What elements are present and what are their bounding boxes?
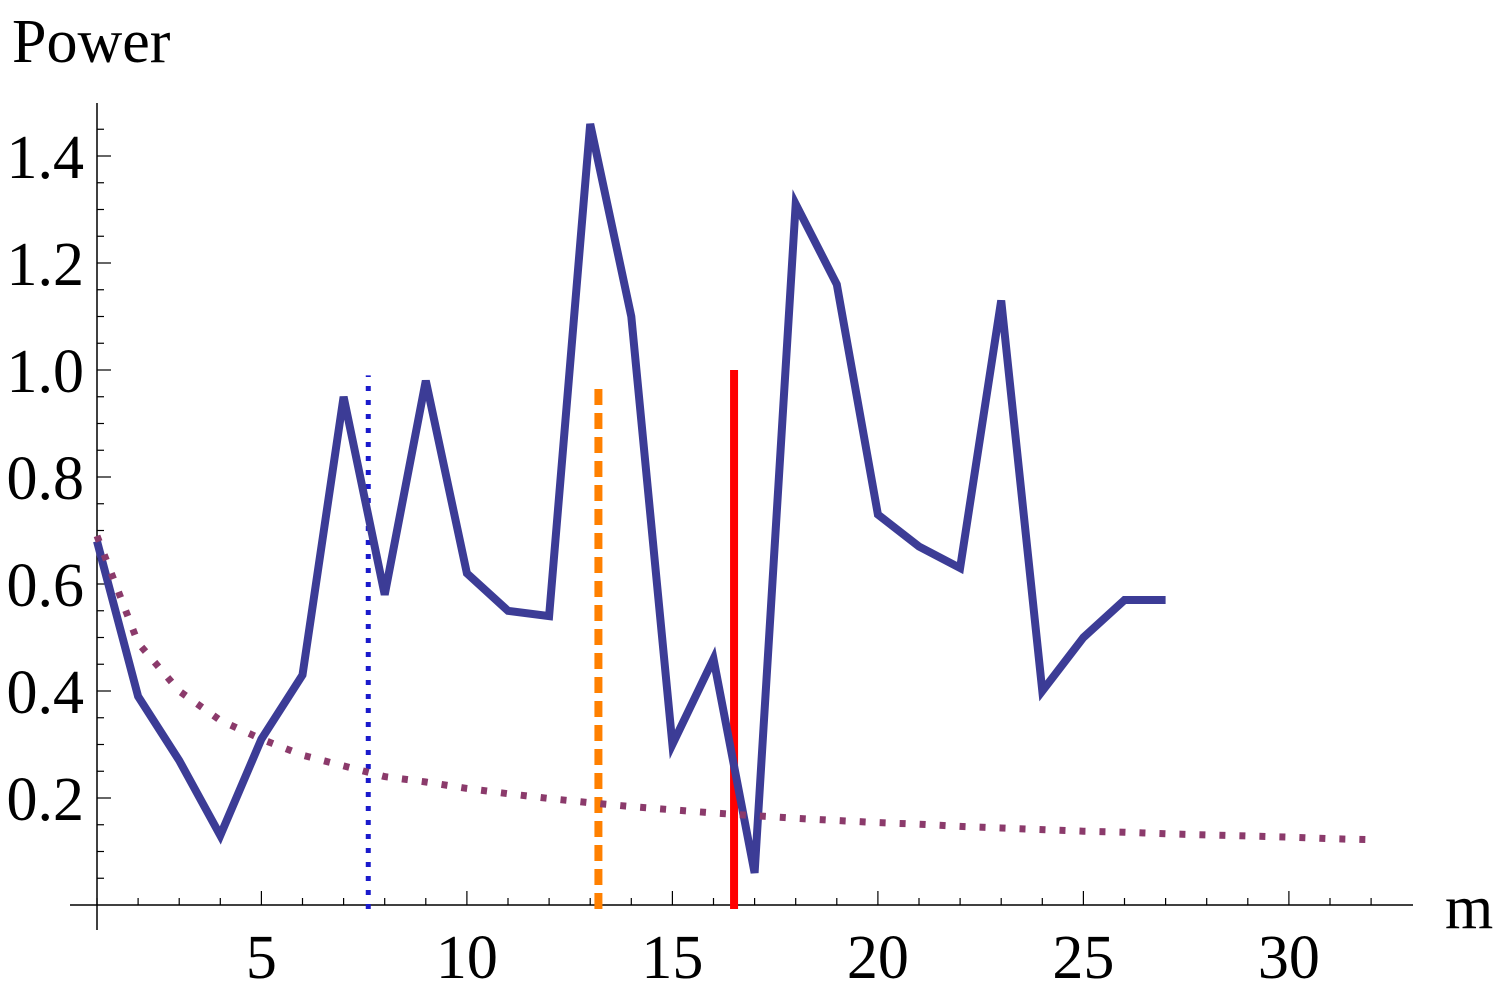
x-tick-label: 25 (1052, 924, 1114, 992)
series-line-solid (93, 123, 1166, 874)
series-line-dotted (93, 534, 1372, 844)
y-axis-label: Power (12, 8, 171, 76)
y-tick-label: 0.2 (7, 766, 85, 834)
x-tick-label: 5 (246, 924, 277, 992)
x-axis-label: m (1445, 874, 1493, 942)
x-tick-label: 15 (641, 924, 703, 992)
x-tick-label: 20 (847, 924, 909, 992)
y-tick-label: 1.4 (7, 124, 85, 192)
axes (70, 103, 1413, 930)
y-tick-label: 1.2 (7, 231, 85, 299)
x-tick-label: 30 (1258, 924, 1320, 992)
tick-labels: 5 10 15 20 25 30 0.2 0.4 0.6 0.8 1.0 1.2 1.4 (7, 124, 1320, 992)
x-tick-label: 10 (436, 924, 498, 992)
vertical-markers (365, 370, 739, 909)
y-tick-label: 0.8 (7, 445, 85, 513)
series-lines (93, 123, 1372, 874)
y-tick-label: 0.6 (7, 552, 85, 620)
y-tick-label: 1.0 (7, 338, 85, 406)
y-tick-label: 0.4 (7, 659, 85, 727)
